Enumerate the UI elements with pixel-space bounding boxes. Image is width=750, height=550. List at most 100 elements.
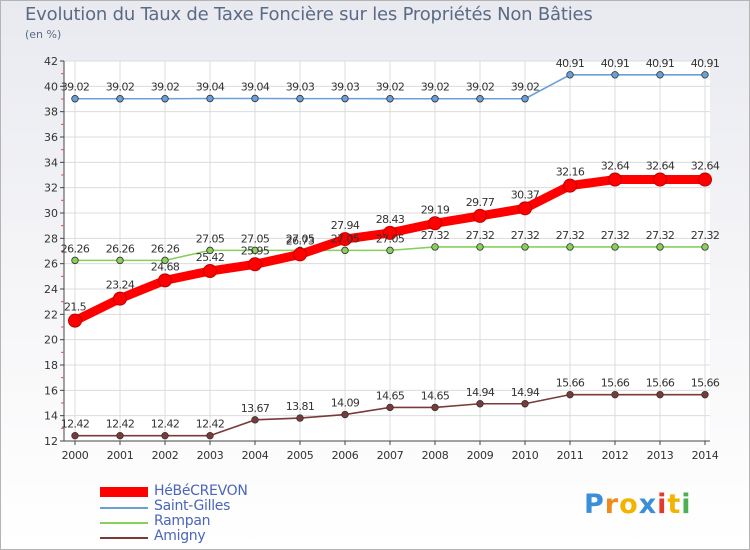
data-label-saint-gilles-2002: 39.02 (151, 81, 180, 94)
data-label-amigny-2014: 15.66 (691, 377, 720, 390)
data-point-amigny-2000 (71, 431, 79, 440)
data-point-h-b-crevon-2001 (113, 291, 127, 306)
data-label-h-b-crevon-2001: 23.24 (106, 279, 135, 292)
data-label-rampan-2014: 27.32 (691, 229, 720, 242)
data-label-amigny-2004: 13.67 (241, 402, 270, 415)
data-label-rampan-2011: 27.32 (556, 229, 585, 242)
logo-letter: o (619, 489, 639, 520)
y-tick-label-26: 26 (44, 258, 58, 271)
y-tick-label-30: 30 (44, 207, 58, 220)
data-point-saint-gilles-2001 (116, 95, 124, 103)
legend-swatch-hebecrevon (100, 487, 148, 497)
x-tick-label-2001: 2001 (107, 449, 134, 462)
y-tick-label-38: 38 (44, 106, 58, 119)
data-label-h-b-crevon-2004: 25.95 (241, 244, 270, 257)
data-label-rampan-2005: 27.05 (286, 232, 315, 245)
x-tick-label-2009: 2009 (467, 449, 494, 462)
x-tick-label-2007: 2007 (377, 449, 404, 462)
data-point-amigny-2004 (251, 416, 259, 424)
data-point-saint-gilles-2005 (296, 94, 304, 103)
data-point-amigny-2005 (296, 414, 304, 422)
logo-letter: r (604, 489, 620, 520)
data-label-saint-gilles-2004: 39.04 (241, 80, 270, 93)
x-tick-label-2008: 2008 (422, 449, 449, 462)
data-point-amigny-2003 (206, 431, 214, 440)
data-label-h-b-crevon-2010: 30.37 (511, 188, 540, 201)
data-point-rampan-2000 (71, 256, 79, 265)
data-label-amigny-2008: 14.65 (421, 389, 450, 402)
data-point-amigny-2002 (161, 431, 169, 440)
y-tick-label-28: 28 (44, 232, 58, 245)
data-point-rampan-2004 (251, 246, 259, 255)
data-point-amigny-2011 (566, 390, 574, 399)
data-label-amigny-2006: 14.09 (331, 397, 360, 410)
data-label-h-b-crevon-2014: 32.64 (691, 160, 720, 173)
data-point-amigny-2006 (341, 410, 349, 419)
x-tick-label-2000: 2000 (62, 449, 89, 462)
data-label-h-b-crevon-2000: 21.5 (64, 301, 87, 314)
y-tick-label-22: 22 (44, 308, 58, 321)
legend-swatch-rampan (100, 522, 148, 524)
x-tick-label-2005: 2005 (287, 449, 314, 462)
data-label-saint-gilles-2003: 39.04 (196, 80, 225, 93)
data-point-rampan-2013 (656, 243, 664, 251)
y-tick-label-40: 40 (44, 80, 58, 93)
data-label-amigny-2011: 15.66 (556, 377, 585, 390)
data-point-saint-gilles-2009 (476, 95, 484, 103)
data-point-amigny-2010 (521, 400, 529, 408)
x-tick-label-2006: 2006 (332, 449, 359, 462)
data-label-h-b-crevon-2013: 32.64 (646, 160, 675, 173)
data-label-saint-gilles-2010: 39.02 (511, 81, 540, 94)
y-tick-label-20: 20 (44, 334, 58, 347)
data-point-amigny-2008 (431, 403, 439, 412)
data-label-h-b-crevon-2003: 25.42 (196, 251, 225, 264)
data-point-rampan-2012 (611, 243, 619, 251)
data-label-h-b-crevon-2008: 29.19 (421, 203, 450, 216)
logo-letter: P (584, 489, 605, 520)
data-label-h-b-crevon-2012: 32.64 (601, 160, 630, 173)
data-point-h-b-crevon-2012 (608, 172, 622, 187)
data-label-rampan-2002: 26.26 (151, 242, 180, 255)
data-label-saint-gilles-2001: 39.02 (106, 81, 135, 94)
data-label-saint-gilles-2009: 39.02 (466, 81, 495, 94)
data-point-saint-gilles-2010 (521, 95, 529, 103)
data-label-saint-gilles-2014: 40.91 (691, 57, 720, 70)
data-label-rampan-2000: 26.26 (61, 242, 90, 255)
data-point-saint-gilles-2000 (71, 95, 79, 103)
data-point-h-b-crevon-2008 (428, 216, 442, 231)
data-point-saint-gilles-2012 (611, 71, 619, 79)
data-label-amigny-2013: 15.66 (646, 377, 675, 390)
y-tick-label-14: 14 (44, 410, 58, 423)
data-point-amigny-2012 (611, 390, 619, 399)
data-point-amigny-2013 (656, 390, 664, 399)
proxiti-logo: Proxiti (584, 489, 692, 520)
x-tick-label-2004: 2004 (242, 449, 269, 462)
data-point-saint-gilles-2011 (566, 71, 574, 79)
data-label-amigny-2001: 12.42 (106, 418, 135, 431)
data-label-amigny-2009: 14.94 (466, 386, 495, 399)
data-point-rampan-2001 (116, 256, 124, 265)
legend-label-hebecrevon: HéBéCREVON (154, 483, 248, 499)
data-point-rampan-2010 (521, 243, 529, 251)
data-point-h-b-crevon-2011 (563, 178, 577, 193)
data-point-h-b-crevon-2004 (248, 257, 262, 272)
data-point-h-b-crevon-2006 (338, 232, 352, 247)
data-point-saint-gilles-2008 (431, 95, 439, 103)
data-point-h-b-crevon-2013 (653, 172, 667, 187)
data-label-saint-gilles-2006: 39.03 (331, 81, 360, 94)
data-label-h-b-crevon-2011: 32.16 (556, 166, 585, 179)
data-label-rampan-2004: 27.05 (241, 232, 270, 245)
data-point-h-b-crevon-2005 (293, 247, 307, 262)
data-label-saint-gilles-2012: 40.91 (601, 57, 630, 70)
data-point-rampan-2011 (566, 243, 574, 251)
logo-letter: i (657, 489, 668, 520)
legend-label-saint-gilles: Saint-Gilles (154, 498, 231, 514)
data-label-amigny-2005: 13.81 (286, 400, 315, 413)
data-label-rampan-2008: 27.32 (421, 229, 450, 242)
data-label-rampan-2007: 27.05 (376, 232, 405, 245)
data-point-saint-gilles-2006 (341, 94, 349, 103)
legend-label-rampan: Rampan (154, 513, 211, 529)
data-label-rampan-2010: 27.32 (511, 229, 540, 242)
logo-letter: i (681, 489, 692, 520)
